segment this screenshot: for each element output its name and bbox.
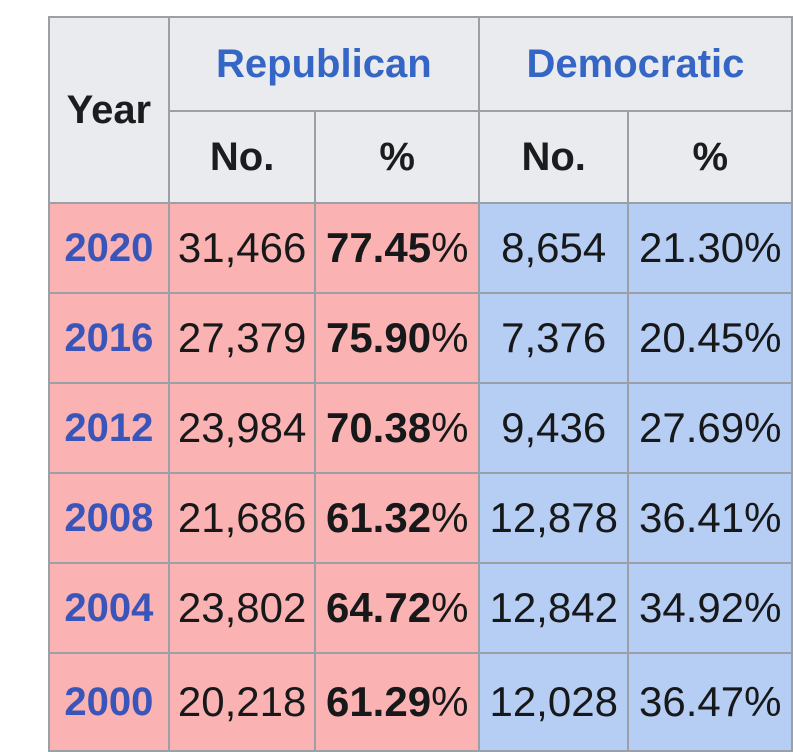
- republican-votes-cell: 23,984: [167, 382, 317, 474]
- year-link[interactable]: 2012: [64, 405, 154, 450]
- democratic-votes-cell: 12,842: [477, 562, 630, 654]
- table-row: 2004 23,802 64.72% 12,842 34.92%: [48, 562, 793, 654]
- year-column-header: Year: [48, 16, 170, 204]
- republican-percent-cell: 77.45%: [314, 202, 480, 294]
- democratic-percent-cell: 27.69%: [627, 382, 793, 474]
- democratic-header: Democratic: [477, 16, 793, 112]
- table-row: 2008 21,686 61.32% 12,878 36.41%: [48, 472, 793, 564]
- table-row: 2012 23,984 70.38% 9,436 27.69%: [48, 382, 793, 474]
- republican-votes-cell: 27,379: [167, 292, 317, 384]
- democratic-percent-cell: 20.45%: [627, 292, 793, 384]
- republican-percent-cell: 70.38%: [314, 382, 480, 474]
- republican-votes-cell: 23,802: [167, 562, 317, 654]
- table-row: 2016 27,379 75.90% 7,376 20.45%: [48, 292, 793, 384]
- year-cell: 2008: [48, 472, 170, 564]
- democratic-votes-cell: 8,654: [477, 202, 630, 294]
- table-row: 2000 20,218 61.29% 12,028 36.47%: [48, 652, 793, 752]
- table-row: 2020 31,466 77.45% 8,654 21.30%: [48, 202, 793, 294]
- year-cell: 2004: [48, 562, 170, 654]
- year-link[interactable]: 2000: [64, 679, 154, 724]
- year-cell: 2020: [48, 202, 170, 294]
- democratic-percent-cell: 36.47%: [627, 652, 793, 752]
- year-link[interactable]: 2016: [64, 315, 154, 360]
- republican-link[interactable]: Republican: [216, 41, 432, 86]
- year-cell: 2016: [48, 292, 170, 384]
- republican-percent-cell: 61.29%: [314, 652, 480, 752]
- republican-no-header: No.: [167, 110, 317, 204]
- year-link[interactable]: 2004: [64, 585, 154, 630]
- republican-votes-cell: 20,218: [167, 652, 317, 752]
- democratic-votes-cell: 12,878: [477, 472, 630, 564]
- year-link[interactable]: 2020: [64, 225, 154, 270]
- democratic-percent-cell: 36.41%: [627, 472, 793, 564]
- republican-header: Republican: [167, 16, 480, 112]
- democratic-pct-header: %: [627, 110, 793, 204]
- republican-pct-header: %: [314, 110, 480, 204]
- election-results-table: Year Republican Democratic No. % No. % 2…: [48, 16, 793, 752]
- year-cell: 2012: [48, 382, 170, 474]
- democratic-percent-cell: 21.30%: [627, 202, 793, 294]
- republican-votes-cell: 31,466: [167, 202, 317, 294]
- democratic-votes-cell: 9,436: [477, 382, 630, 474]
- republican-percent-cell: 75.90%: [314, 292, 480, 384]
- democratic-link[interactable]: Democratic: [526, 41, 745, 86]
- democratic-votes-cell: 12,028: [477, 652, 630, 752]
- republican-percent-cell: 61.32%: [314, 472, 480, 564]
- republican-percent-cell: 64.72%: [314, 562, 480, 654]
- democratic-percent-cell: 34.92%: [627, 562, 793, 654]
- year-link[interactable]: 2008: [64, 495, 154, 540]
- republican-votes-cell: 21,686: [167, 472, 317, 564]
- democratic-no-header: No.: [477, 110, 630, 204]
- democratic-votes-cell: 7,376: [477, 292, 630, 384]
- year-cell: 2000: [48, 652, 170, 752]
